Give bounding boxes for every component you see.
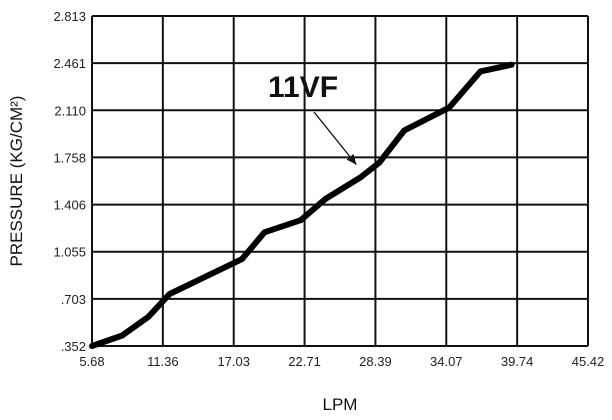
data-point — [298, 217, 304, 223]
annotation-arrow — [313, 111, 357, 166]
x-tick-label: 22.71 — [288, 354, 321, 369]
data-point — [145, 314, 151, 320]
x-tick-label: 17.03 — [217, 354, 250, 369]
annotation-group: 11VF — [268, 71, 357, 166]
y-tick-label: .703 — [61, 292, 86, 307]
data-point — [261, 229, 267, 235]
x-tick-label: 28.39 — [359, 354, 392, 369]
y-axis-ticks: .352 .703 1.055 1.406 1.758 2.110 2.461 2.813 — [53, 9, 86, 354]
data-point — [477, 68, 483, 74]
annotation-arrowhead — [346, 154, 357, 165]
data-point — [89, 343, 95, 349]
y-tick-label: 2.110 — [54, 103, 86, 118]
x-axis-label: LPM — [323, 395, 358, 414]
y-tick-label: 2.813 — [53, 9, 86, 24]
x-tick-label: 45.42 — [572, 354, 605, 369]
x-axis-ticks: 5.68 11.36 17.03 22.71 28.39 34.07 39.74 45.42 — [79, 354, 604, 369]
x-tick-label: 34.07 — [430, 354, 463, 369]
y-tick-label: 2.461 — [53, 56, 86, 71]
data-point — [358, 174, 364, 180]
data-point — [401, 127, 407, 133]
data-point — [376, 160, 382, 166]
y-tick-label: .352 — [61, 339, 86, 354]
annotation-label: 11VF — [268, 71, 338, 104]
data-point — [239, 256, 245, 262]
y-tick-label: 1.758 — [53, 150, 86, 165]
data-point — [167, 291, 173, 297]
data-point — [192, 279, 198, 285]
data-point — [323, 196, 329, 202]
series-group — [89, 61, 515, 349]
data-point — [119, 333, 125, 339]
chart-grid — [91, 15, 589, 347]
x-tick-label: 11.36 — [147, 354, 179, 369]
y-tick-label: 1.055 — [53, 245, 86, 260]
x-tick-label: 5.68 — [79, 354, 104, 369]
data-point — [509, 62, 515, 68]
data-point — [446, 105, 452, 111]
x-tick-label: 39.74 — [501, 354, 534, 369]
y-tick-label: 1.406 — [53, 198, 86, 213]
y-axis-label: PRESSURE (KG/CM²) — [7, 96, 26, 267]
